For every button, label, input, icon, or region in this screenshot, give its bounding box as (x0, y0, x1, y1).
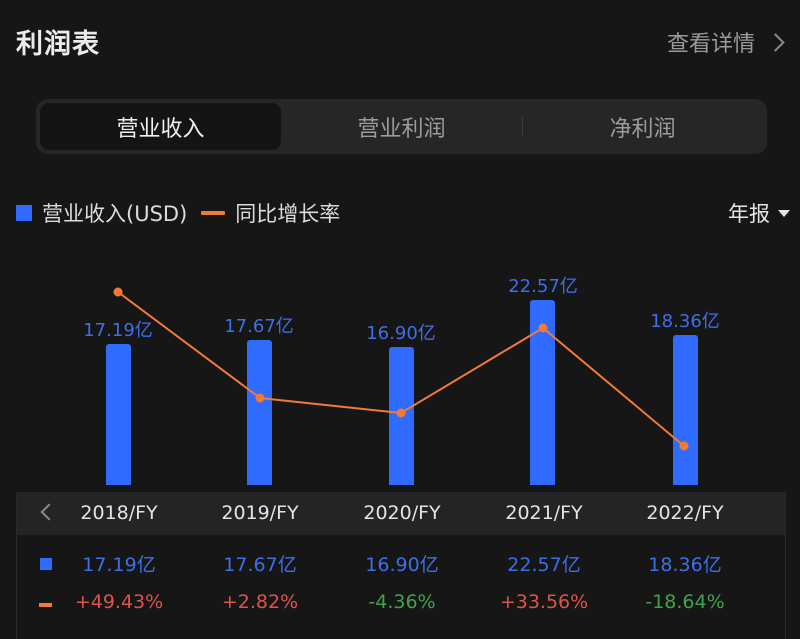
revenue-chart: 17.19亿 17.67亿 16.90亿 22.57亿 18.36亿 (0, 250, 800, 490)
column-header: 2018/FY (80, 502, 158, 524)
table-header: 2018/FY 2019/FY 2020/FY 2021/FY 2022/FY (17, 492, 785, 535)
period-value: 年报 (728, 202, 770, 226)
table-cell: +33.56% (499, 591, 589, 613)
column-header: 2021/FY (505, 502, 583, 524)
chevron-left-icon[interactable] (40, 503, 58, 521)
bar-2019[interactable] (247, 340, 272, 485)
data-table: 2018/FY 2019/FY 2020/FY 2021/FY 2022/FY … (16, 492, 786, 639)
bar-legend-label: 营业收入(USD) (42, 202, 188, 226)
growth-line (113, 287, 689, 451)
metric-tabs: 营业收入 营业利润 净利润 (36, 99, 767, 154)
table-cell: 17.19亿 (82, 554, 156, 576)
view-details-link[interactable]: 查看详情 (667, 26, 788, 58)
table-cell: 17.67亿 (223, 554, 297, 576)
chart-legend: 营业收入(USD) 同比增长率 (16, 198, 340, 228)
bar-2018[interactable] (106, 344, 131, 485)
table-cell: 18.36亿 (648, 554, 722, 576)
column-header: 2020/FY (363, 502, 441, 524)
line-series-icon (39, 603, 52, 607)
table-row-revenue: 17.19亿 17.67亿 16.90亿 22.57亿 18.36亿 (17, 550, 785, 580)
tab-divider (522, 117, 523, 137)
tab-net-profit-label: 净利润 (609, 116, 676, 142)
bar-2022[interactable] (673, 335, 698, 485)
view-details-label: 查看详情 (666, 32, 755, 57)
period-dropdown[interactable]: 年报 (728, 198, 790, 228)
table-cell: -18.64% (645, 591, 725, 613)
chevron-right-icon (766, 32, 785, 52)
table-row-growth: +49.43% +2.82% -4.36% +33.56% -18.64% (17, 591, 785, 621)
bar-value-label: 16.90亿 (366, 323, 436, 344)
table-cell: +2.82% (221, 591, 299, 613)
line-legend-label: 同比增长率 (235, 202, 341, 226)
bar-value-label: 18.36亿 (650, 311, 720, 332)
bar-legend-icon (16, 205, 32, 221)
column-header: 2022/FY (646, 502, 724, 524)
bar-value-label: 17.19亿 (83, 320, 153, 341)
table-cell: 22.57亿 (507, 554, 581, 576)
tab-operating-profit[interactable]: 营业利润 (357, 116, 446, 142)
table-cell: +49.43% (74, 591, 164, 613)
caret-down-icon (778, 209, 790, 217)
column-header: 2019/FY (221, 502, 299, 524)
tab-net-profit[interactable]: 净利润 (522, 103, 763, 150)
table-cell: -4.36% (368, 591, 436, 613)
line-legend-icon (201, 211, 226, 215)
page-title: 利润表 (16, 29, 100, 60)
bar-value-label: 22.57亿 (508, 276, 578, 297)
table-cell: 16.90亿 (365, 554, 439, 576)
bar-value-label: 17.67亿 (224, 316, 294, 337)
bar-series-icon (40, 558, 52, 570)
tab-revenue[interactable]: 营业收入 (40, 103, 281, 150)
